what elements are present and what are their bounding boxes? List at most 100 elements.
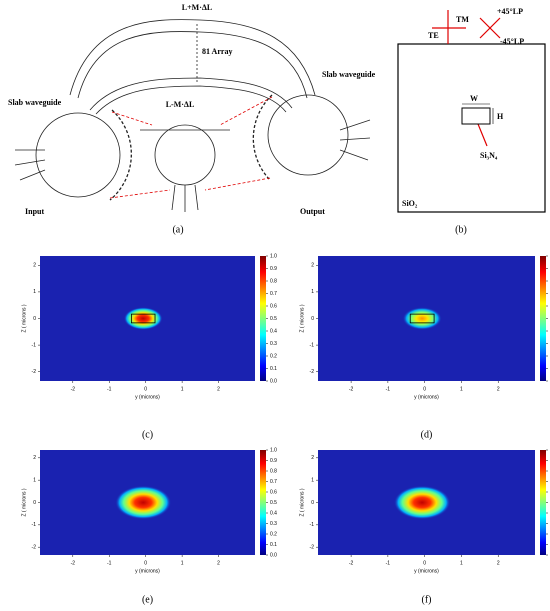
width-label: W (470, 94, 478, 103)
y-tick-label: -1 (310, 342, 315, 348)
caption: (d) (421, 429, 433, 440)
y-tick-label: 1 (33, 477, 36, 483)
x-tick-label: -2 (71, 386, 76, 392)
y-axis-label: Z ( microns ) (299, 304, 305, 332)
mode-profile (115, 485, 172, 520)
colorbar-tick-label: 0.0 (270, 552, 277, 558)
colorbar-tick-label: 1.0 (270, 253, 277, 259)
inner-arc (89, 77, 293, 111)
y-tick-label: 0 (33, 500, 36, 506)
colorbar (540, 450, 546, 555)
zoom-lines (109, 96, 273, 199)
top-label: L+M·ΔL (182, 3, 212, 12)
inner-label: L-M·ΔL (166, 100, 195, 109)
colorbar-tick-label: 0.8 (270, 278, 277, 284)
colorbar-tick-label: 0.2 (270, 353, 277, 359)
y-tick-label: 1 (311, 477, 314, 483)
y-tick-label: 2 (311, 455, 314, 461)
colorbar-tick-label: 0.7 (270, 479, 277, 485)
colorbar-tick-label: 0.4 (270, 510, 277, 516)
colorbar-tick-label: 0.2 (270, 531, 277, 537)
outer-arc (77, 31, 308, 99)
y-tick-label: 0 (311, 500, 314, 506)
awg-diagram (14, 19, 371, 212)
x-tick-label: 2 (497, 386, 500, 392)
y-tick-label: -1 (32, 522, 37, 528)
tm-label: TM (456, 15, 469, 24)
colorbar-tick-label: 1.0 (270, 447, 277, 453)
te-label: TE (428, 31, 439, 40)
waveguide-outline (130, 313, 156, 324)
height-label: H (497, 112, 504, 121)
input-label: Input (25, 207, 44, 216)
x-tick-label: 0 (423, 560, 426, 566)
y-tick-label: -2 (32, 369, 37, 375)
y-tick-label: 0 (311, 316, 314, 322)
output-label: Output (300, 207, 325, 216)
colorbar-tick-label: 0.9 (270, 458, 277, 464)
caption: (b) (455, 224, 467, 235)
colorbar-tick-label: 0.0 (270, 378, 277, 384)
x-tick-label: 0 (423, 386, 426, 392)
x-tick-label: 1 (181, 386, 184, 392)
colorbar-tick-label: 0.1 (270, 366, 277, 372)
colorbar-tick-label: 0.3 (270, 341, 277, 347)
x-tick-label: 2 (497, 560, 500, 566)
caption: (c) (142, 429, 153, 440)
y-axis-label: Z ( microns ) (21, 488, 27, 516)
waveguide-outline (409, 313, 435, 324)
left-slab-label: Slab waveguide (8, 98, 62, 107)
plus-lp-label: +45°LP (497, 7, 523, 16)
colorbar-tick-label: 0.6 (270, 303, 277, 309)
core-label: Si₃N₄ (480, 151, 498, 160)
colorbar (260, 256, 266, 381)
y-tick-label: 2 (311, 263, 314, 269)
colorbar-tick-label: 0.5 (270, 316, 277, 322)
colorbar-tick-label: 0.4 (270, 328, 277, 334)
x-tick-label: 1 (460, 560, 463, 566)
colorbar-tick-label: 0.3 (270, 521, 277, 527)
rowland-circle (154, 124, 216, 186)
y-axis-label: Z ( microns ) (21, 304, 27, 332)
x-axis-label: y (microns) (414, 568, 439, 574)
x-tick-label: -1 (386, 560, 391, 566)
inner-arc (95, 85, 287, 115)
x-tick-label: -2 (349, 386, 354, 392)
cross-section (397, 10, 546, 213)
x-tick-label: 2 (217, 386, 220, 392)
caption: (e) (142, 594, 153, 605)
grating (252, 94, 273, 181)
y-tick-label: -1 (310, 522, 315, 528)
y-tick-label: -2 (32, 545, 37, 551)
colorbar-tick-label: 0.5 (270, 500, 277, 506)
colorbar (260, 450, 266, 555)
x-tick-label: -2 (71, 560, 76, 566)
outer-arc (69, 19, 316, 96)
y-tick-label: -2 (310, 369, 315, 375)
mode-profile (123, 307, 163, 330)
colorbar-tick-label: 0.1 (270, 542, 277, 548)
mode-profile (393, 485, 451, 520)
x-tick-label: 1 (460, 386, 463, 392)
right-slab-label: Slab waveguide (322, 70, 376, 79)
x-tick-label: 0 (144, 386, 147, 392)
x-tick-label: 2 (217, 560, 220, 566)
y-tick-label: 1 (33, 289, 36, 295)
y-tick-label: 0 (33, 316, 36, 322)
x-tick-label: -1 (386, 386, 391, 392)
x-tick-label: -1 (107, 560, 112, 566)
colorbar-tick-label: 0.6 (270, 489, 277, 495)
y-tick-label: 2 (33, 455, 36, 461)
y-tick-label: -1 (32, 342, 37, 348)
caption: (a) (172, 224, 183, 235)
colorbar-tick-label: 0.7 (270, 291, 277, 297)
x-axis-label: y (microns) (135, 568, 160, 574)
x-axis-label: y (microns) (414, 394, 439, 400)
x-tick-label: 0 (144, 560, 147, 566)
y-tick-label: 1 (311, 289, 314, 295)
array-label: 81 Array (202, 47, 232, 56)
x-axis-label: y (microns) (135, 394, 160, 400)
grating (109, 109, 132, 201)
